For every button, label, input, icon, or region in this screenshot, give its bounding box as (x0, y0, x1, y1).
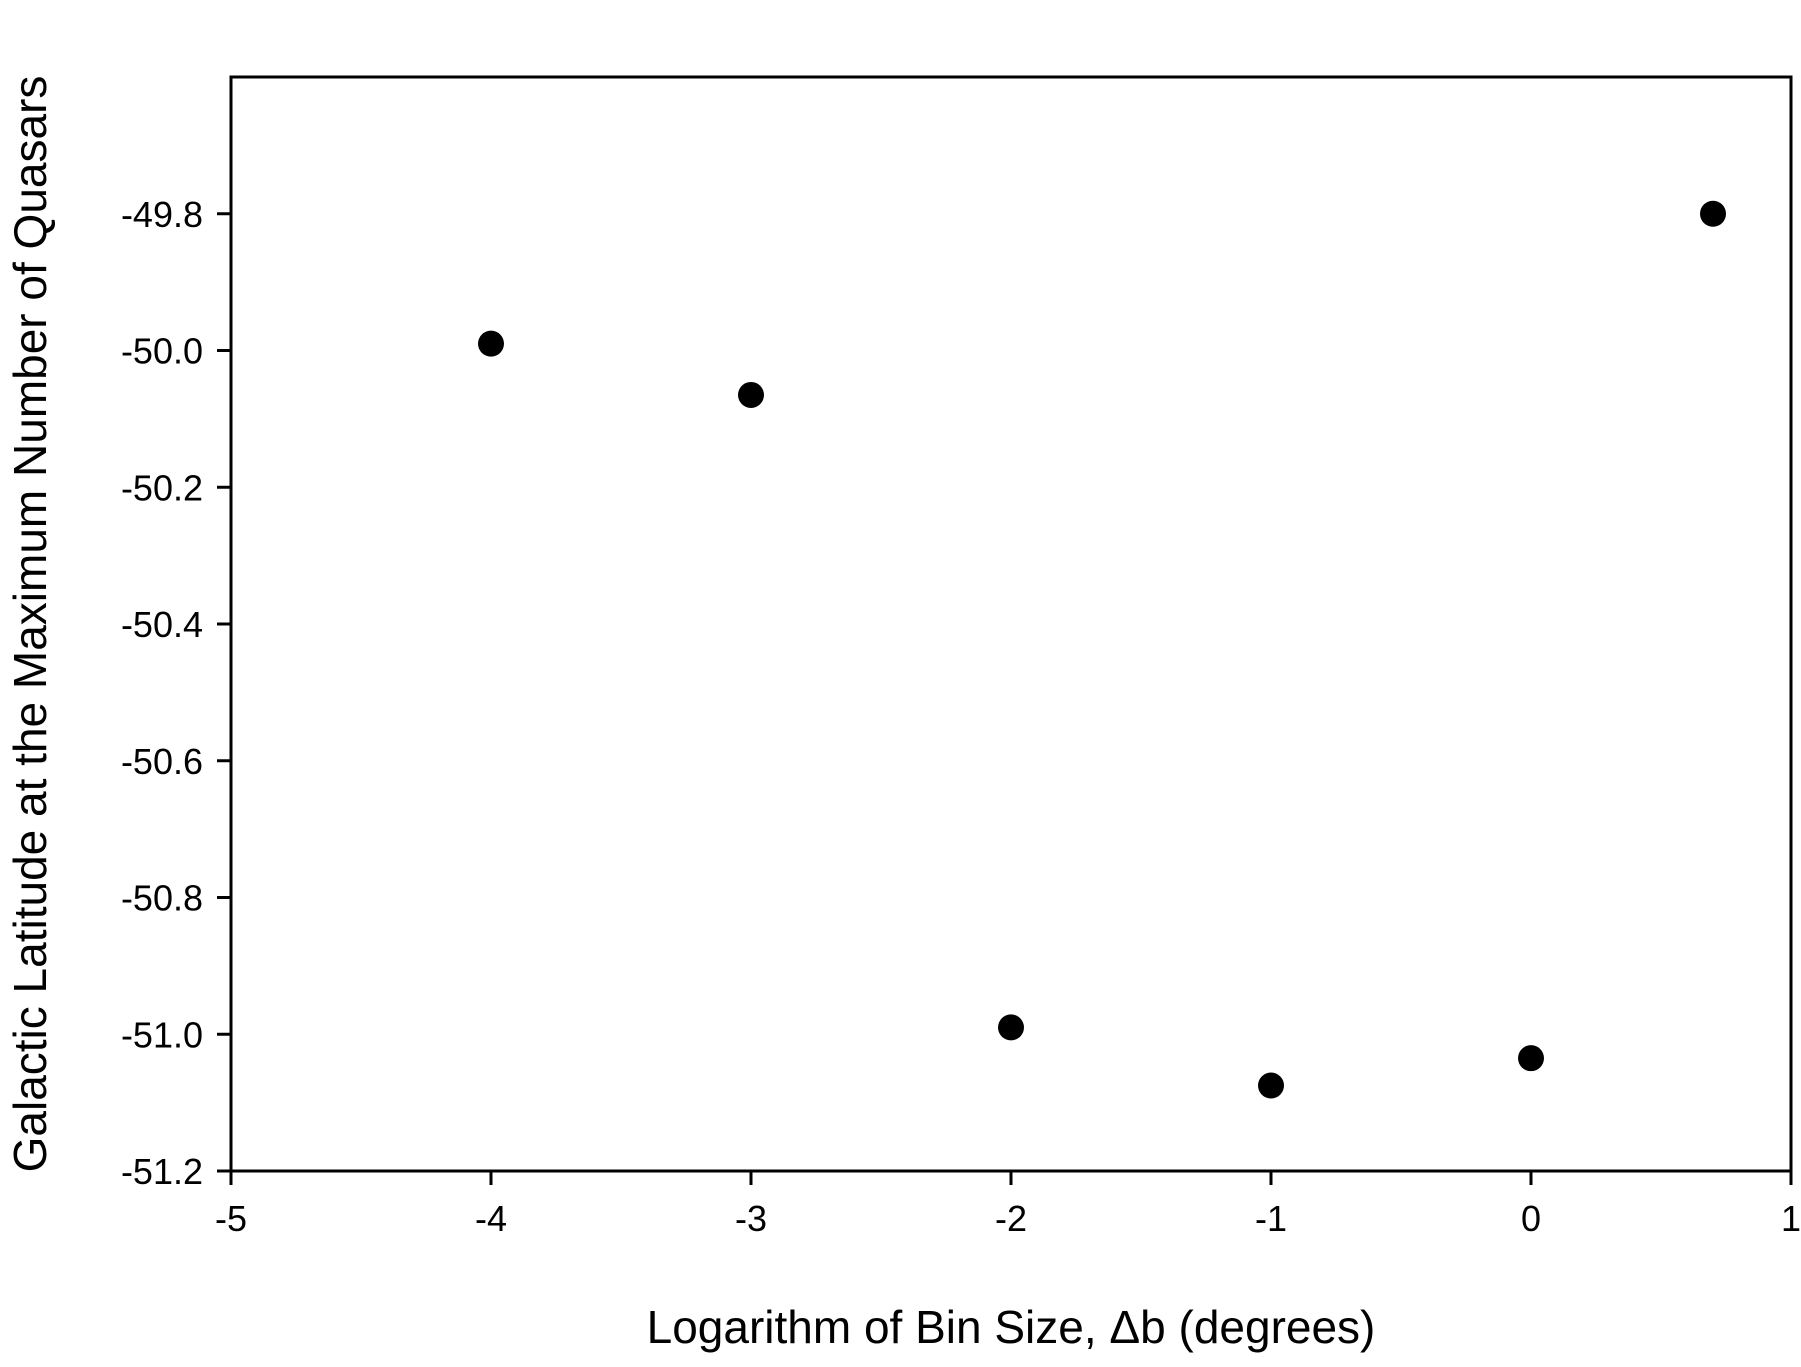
x-tick-label: 1 (1781, 1198, 1801, 1239)
x-tick-label: -5 (215, 1198, 247, 1239)
y-tick-label: -51.0 (121, 1014, 203, 1055)
y-tick-label: -50.0 (121, 331, 203, 372)
y-tick-label: -51.2 (121, 1151, 203, 1192)
x-axis-ticks: -5 -4 -3 -2 -1 0 1 (215, 1171, 1801, 1239)
x-tick-label: -4 (475, 1198, 507, 1239)
y-axis-title: Galactic Latitude at the Maximum Number … (4, 76, 56, 1173)
data-point (1700, 200, 1726, 227)
y-axis-ticks: -51.2 -51.0 -50.8 -50.6 -50.4 -50.2 -50.0 -49.8 (121, 194, 231, 1192)
y-tick-label: -50.8 (121, 878, 203, 919)
data-point (738, 381, 764, 408)
plot-area-frame (229, 75, 1793, 1173)
data-point (478, 330, 504, 357)
y-tick-label: -50.4 (121, 604, 203, 645)
data-point (998, 1014, 1024, 1041)
x-tick-label: -2 (995, 1198, 1027, 1239)
data-points (478, 200, 1726, 1099)
y-tick-label: -50.6 (121, 741, 203, 782)
x-tick-label: -3 (735, 1198, 767, 1239)
data-point (1518, 1045, 1544, 1072)
data-point (1258, 1072, 1284, 1099)
x-tick-label: -1 (1255, 1198, 1287, 1239)
x-tick-label: 0 (1521, 1198, 1541, 1239)
y-tick-label: -50.2 (121, 467, 203, 508)
x-axis-title: Logarithm of Bin Size, Δb (degrees) (647, 1301, 1376, 1353)
y-tick-label: -49.8 (121, 194, 203, 235)
